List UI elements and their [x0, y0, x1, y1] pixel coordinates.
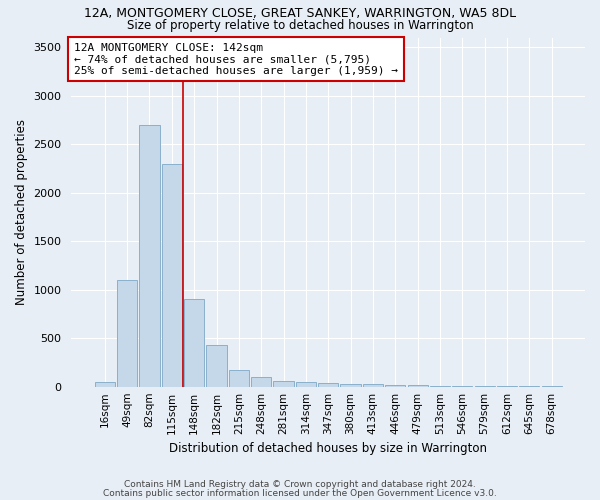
Bar: [407, 385, 428, 386]
Bar: [162, 164, 182, 386]
Text: 12A MONTGOMERY CLOSE: 142sqm
← 74% of detached houses are smaller (5,795)
25% of: 12A MONTGOMERY CLOSE: 142sqm ← 74% of de…: [74, 42, 398, 76]
Text: 12A, MONTGOMERY CLOSE, GREAT SANKEY, WARRINGTON, WA5 8DL: 12A, MONTGOMERY CLOSE, GREAT SANKEY, WAR…: [84, 8, 516, 20]
X-axis label: Distribution of detached houses by size in Warrington: Distribution of detached houses by size …: [169, 442, 487, 455]
Bar: [274, 382, 293, 386]
Bar: [95, 382, 115, 386]
Bar: [139, 125, 160, 386]
Bar: [363, 384, 383, 386]
Bar: [318, 383, 338, 386]
Bar: [117, 280, 137, 386]
Bar: [340, 384, 361, 386]
Bar: [385, 384, 405, 386]
Bar: [251, 377, 271, 386]
Text: Contains public sector information licensed under the Open Government Licence v3: Contains public sector information licen…: [103, 489, 497, 498]
Text: Size of property relative to detached houses in Warrington: Size of property relative to detached ho…: [127, 18, 473, 32]
Bar: [206, 345, 227, 387]
Bar: [296, 382, 316, 386]
Y-axis label: Number of detached properties: Number of detached properties: [15, 119, 28, 305]
Bar: [229, 370, 249, 386]
Bar: [184, 300, 204, 386]
Text: Contains HM Land Registry data © Crown copyright and database right 2024.: Contains HM Land Registry data © Crown c…: [124, 480, 476, 489]
